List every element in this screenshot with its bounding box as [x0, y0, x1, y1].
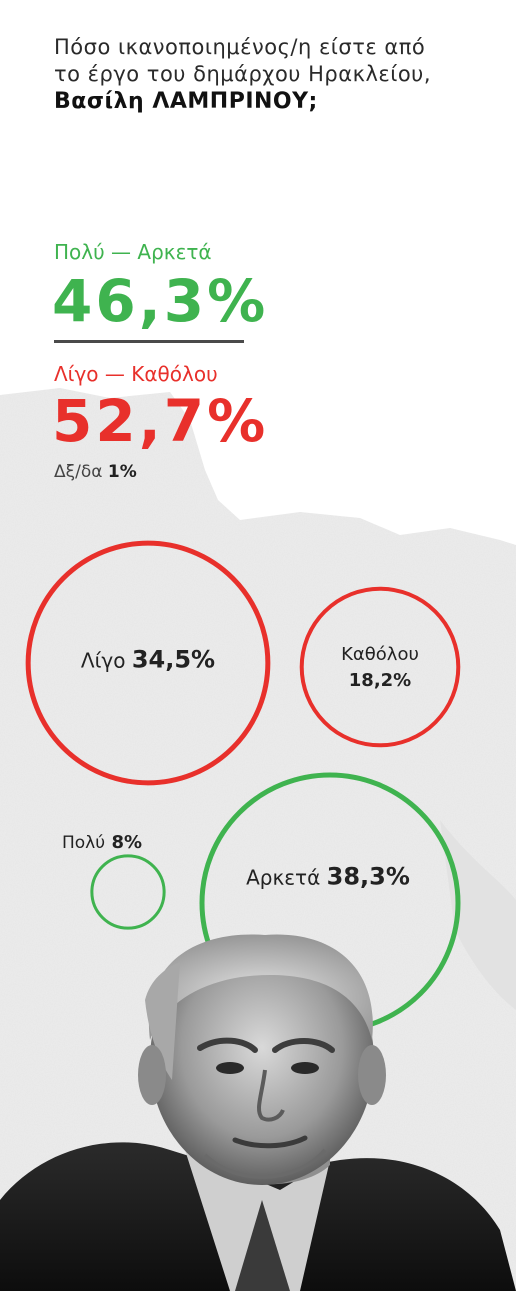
bubble-category: Αρκετά [246, 865, 321, 890]
dont-know-label: Δξ/δα [54, 462, 103, 482]
bubble-value: 34,5% [131, 645, 216, 674]
negative-value: 52,7% [52, 387, 269, 455]
question-title: Πόσο ικανοποιημένος/η είστε από το έργο … [54, 34, 434, 115]
bubble-label-0: Λίγο 34,5% [81, 648, 215, 673]
positive-value: 46,3% [52, 267, 269, 335]
bubble-category: Καθόλου [341, 644, 419, 665]
positive-label: Πολύ — Αρκετά [54, 240, 212, 264]
bubble-value: 18,2% [348, 670, 412, 691]
bubble-label-3: Αρκετά 38,3% [246, 865, 410, 890]
bubble-label-2: Πολύ 8% [62, 829, 142, 855]
bubble-value: 8% [111, 832, 143, 853]
dont-know-answer: Δξ/δα 1% [54, 462, 137, 482]
bubble-0 [25, 540, 271, 786]
bubble-2 [90, 854, 166, 930]
bubble-label-1: Καθόλου 18,2% [341, 641, 419, 693]
question-name: Βασίλη ΛΑΜΠΡΙΝΟΥ; [54, 89, 318, 114]
bubble-value: 38,3% [326, 862, 410, 891]
bubble-category: Λίγο [80, 648, 126, 673]
bubble-1 [299, 586, 461, 748]
dont-know-value: 1% [107, 462, 137, 482]
bubble-category: Πολύ [61, 833, 106, 853]
question-text: Πόσο ικανοποιημένος/η είστε από το έργο … [54, 35, 432, 86]
divider-rule [54, 340, 244, 343]
negative-label: Λίγο — Καθόλου [54, 362, 218, 386]
